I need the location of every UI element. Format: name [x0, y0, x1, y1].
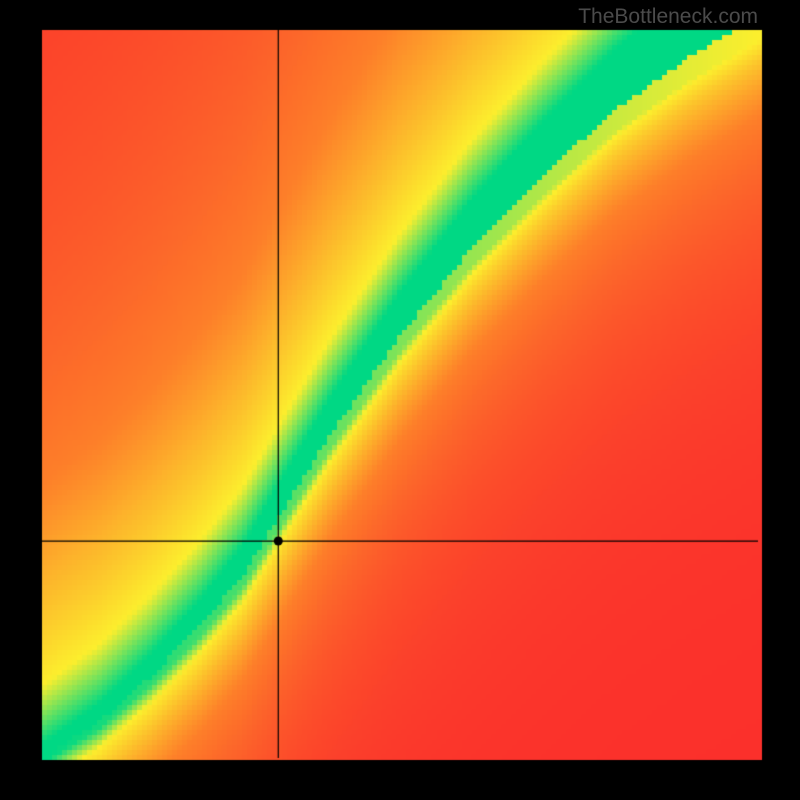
watermark-text: TheBottleneck.com — [578, 5, 758, 29]
bottleneck-heatmap — [0, 0, 800, 800]
chart-container: TheBottleneck.com — [0, 0, 800, 800]
